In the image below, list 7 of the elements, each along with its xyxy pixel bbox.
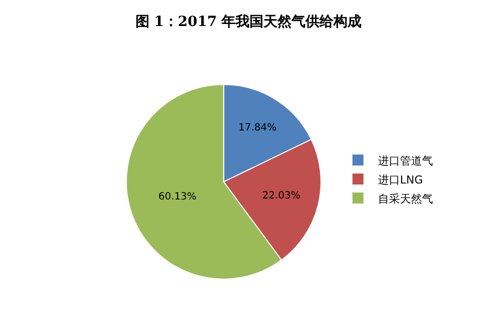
data-label: 60.13%: [158, 192, 197, 203]
chart-title: 图 1：2017 年我国天然气供给构成: [135, 14, 362, 30]
legend-label: 进口管道气: [378, 154, 433, 168]
data-label: 22.03%: [262, 190, 300, 202]
legend-label: 自采天然气: [378, 192, 433, 206]
legend-label: 进口LNG: [378, 173, 423, 186]
data-label: 17.84%: [238, 122, 276, 134]
